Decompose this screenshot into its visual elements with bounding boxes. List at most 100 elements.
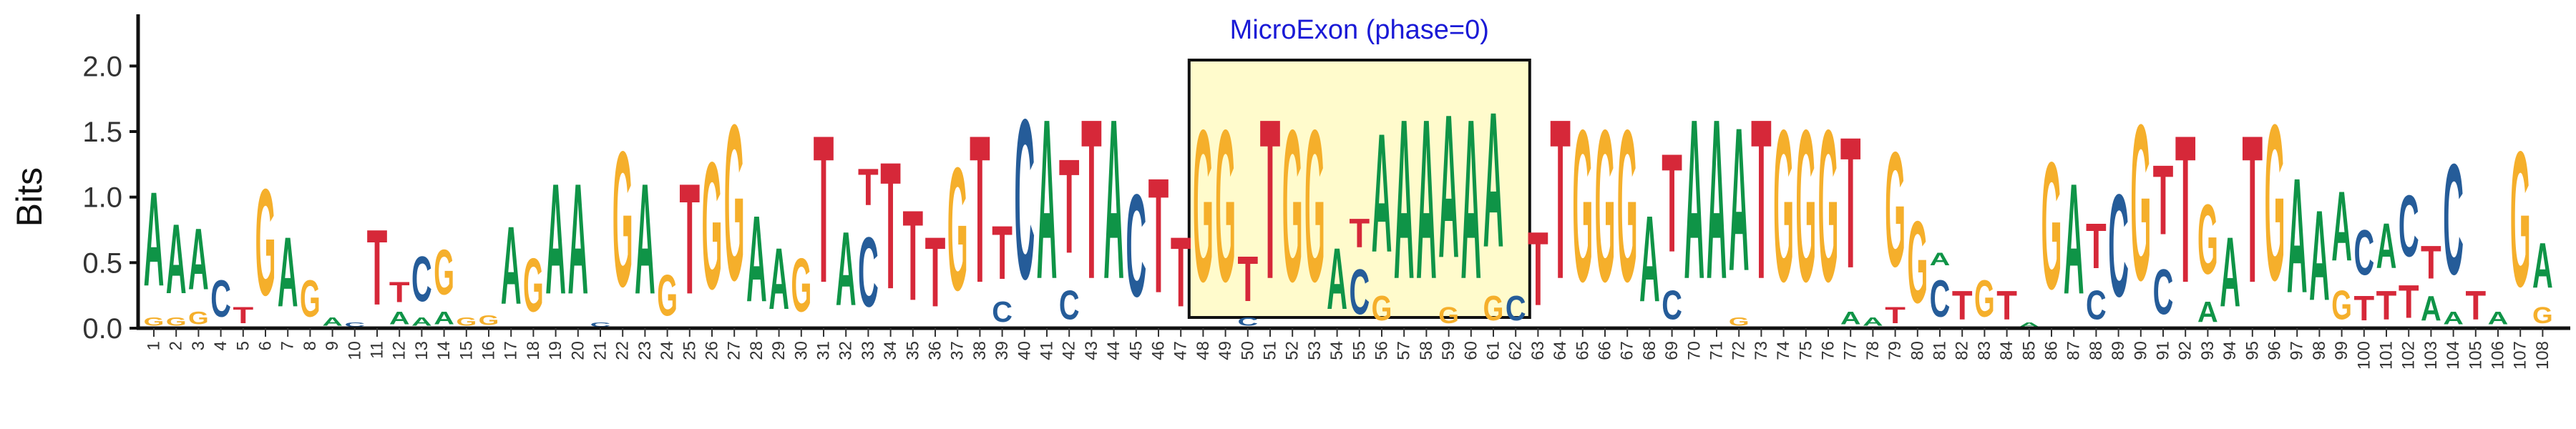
logo-letter-G: G bbox=[144, 315, 165, 328]
x-tick-label: 85 bbox=[2019, 341, 2039, 360]
logo-letter-A: A bbox=[2220, 216, 2240, 327]
logo-letter-T: T bbox=[1662, 126, 1682, 282]
x-tick-label: 104 bbox=[2444, 341, 2463, 370]
x-tick-label: 13 bbox=[412, 341, 431, 360]
logo-letter-G: G bbox=[947, 132, 968, 327]
x-tick-label: 93 bbox=[2198, 341, 2218, 360]
logo-letter-A: A bbox=[2532, 230, 2553, 302]
logo-letter-G: G bbox=[255, 158, 276, 327]
logo-letter-T: T bbox=[1059, 132, 1080, 282]
x-tick-label: 57 bbox=[1395, 341, 1414, 360]
logo-letter-A: A bbox=[567, 150, 588, 327]
x-tick-label: 72 bbox=[1729, 341, 1749, 360]
logo-letter-G: G bbox=[1595, 85, 1616, 327]
x-tick-label: 83 bbox=[1975, 341, 1994, 360]
x-tick-label: 107 bbox=[2511, 341, 2530, 370]
logo-letter-C: C bbox=[411, 242, 432, 315]
axes: 0.00.51.01.52.0 1 2 3 4 5 6 7 8 9 10 11 12 13 14 15 16 1… bbox=[9, 14, 2570, 370]
x-tick-label: 7 bbox=[278, 341, 298, 350]
logo-letter-A: A bbox=[1639, 191, 1660, 328]
x-tick-label: 27 bbox=[725, 341, 744, 360]
logo-letter-G: G bbox=[1483, 290, 1504, 328]
logo-letter-A: A bbox=[1863, 315, 1883, 328]
x-tick-label: 63 bbox=[1528, 341, 1548, 360]
x-tick-label: 103 bbox=[2421, 341, 2441, 370]
x-tick-label: 102 bbox=[2399, 341, 2419, 370]
x-tick-label: 90 bbox=[2131, 341, 2150, 360]
x-tick-label: 45 bbox=[1126, 341, 1146, 360]
logo-letter-G: G bbox=[2197, 184, 2218, 295]
logo-letter-A: A bbox=[1372, 99, 1392, 288]
x-tick-label: 17 bbox=[502, 341, 521, 360]
x-tick-label: 2 bbox=[167, 341, 186, 350]
x-tick-label: 60 bbox=[1461, 341, 1480, 360]
x-tick-label: 92 bbox=[2176, 341, 2195, 360]
logo-letter-A: A bbox=[1394, 72, 1415, 327]
logo-letter-C: C bbox=[210, 269, 231, 328]
logo-letter-A: A bbox=[1483, 72, 1504, 287]
x-tick-label: 65 bbox=[1573, 341, 1592, 360]
x-tick-label: 14 bbox=[434, 341, 454, 360]
x-tick-label: 9 bbox=[323, 341, 342, 350]
logo-letter-G: G bbox=[188, 309, 209, 328]
logo-letter-G: G bbox=[1617, 85, 1638, 327]
logo-letter-G: G bbox=[1193, 85, 1214, 327]
logo-letter-G: G bbox=[456, 315, 477, 328]
x-tick-label: 82 bbox=[1953, 341, 1972, 360]
logo-letter-A: A bbox=[2197, 295, 2218, 328]
x-tick-label: 70 bbox=[1684, 341, 1704, 360]
logo-letter-A: A bbox=[769, 230, 789, 328]
logo-letter-T: T bbox=[880, 124, 901, 327]
x-tick-label: 3 bbox=[189, 341, 208, 350]
x-tick-label: 71 bbox=[1707, 341, 1727, 360]
logo-letter-T: T bbox=[2153, 145, 2174, 256]
x-tick-label: 43 bbox=[1082, 341, 1101, 360]
logo-letter-T: T bbox=[1349, 211, 1370, 256]
x-tick-label: 10 bbox=[345, 341, 364, 360]
x-tick-label: 19 bbox=[546, 341, 565, 360]
x-tick-label: 40 bbox=[1015, 341, 1034, 360]
x-tick-label: 67 bbox=[1618, 341, 1637, 360]
x-tick-label: 24 bbox=[658, 341, 677, 360]
logo-letter-A: A bbox=[2443, 308, 2464, 328]
logo-letter-A: A bbox=[2421, 290, 2441, 328]
logo-letter-T: T bbox=[1550, 72, 1571, 327]
y-axis-ticks: 0.0 0.5 1.0 1.5 2.0 bbox=[82, 51, 138, 345]
x-tick-label: 108 bbox=[2533, 341, 2552, 370]
logo-letter-A: A bbox=[1327, 230, 1347, 328]
x-tick-label: 56 bbox=[1372, 341, 1392, 360]
logo-letter-A: A bbox=[1729, 86, 1750, 314]
x-tick-label: 54 bbox=[1327, 341, 1347, 360]
logo-letter-G: G bbox=[791, 242, 811, 327]
logo-letter-T: T bbox=[2465, 283, 2486, 328]
x-tick-label: 80 bbox=[1908, 341, 1927, 360]
x-tick-label: 52 bbox=[1283, 341, 1302, 360]
logo-letter-C: C bbox=[2443, 130, 2464, 307]
logo-letter-A: A bbox=[545, 150, 566, 327]
x-tick-label: 49 bbox=[1216, 341, 1235, 360]
x-tick-label: 15 bbox=[457, 341, 476, 360]
logo-letter-C: C bbox=[1059, 282, 1080, 328]
logo-letter-A: A bbox=[2376, 210, 2397, 282]
logo-letter-G: G bbox=[1773, 85, 1794, 327]
x-tick-label: 25 bbox=[680, 341, 699, 360]
logo-letter-A: A bbox=[434, 308, 454, 328]
logo-letter-C: C bbox=[858, 216, 879, 327]
logo-letter-T: T bbox=[2242, 91, 2263, 327]
x-tick-label: 66 bbox=[1596, 341, 1615, 360]
y-tick-label: 0.5 bbox=[82, 247, 122, 279]
logo-letter-A: A bbox=[1460, 72, 1481, 327]
logo-letter-T: T bbox=[1171, 217, 1191, 328]
logo-letter-A: A bbox=[2488, 308, 2509, 328]
x-tick-label: 44 bbox=[1104, 341, 1123, 360]
x-tick-label: 51 bbox=[1261, 341, 1280, 360]
logo-letter-G: G bbox=[1215, 85, 1236, 327]
x-axis-ticks: 1 2 3 4 5 6 7 8 9 10 11 12 13 14 15 16 17 18 19 20 21 22 23 24 2… bbox=[145, 328, 2552, 370]
logo-letter-G: G bbox=[2331, 282, 2352, 328]
logo-letter-A: A bbox=[1684, 72, 1704, 327]
logo-letter-C: C bbox=[1237, 315, 1258, 328]
x-tick-label: 53 bbox=[1305, 341, 1324, 360]
x-tick-label: 87 bbox=[2064, 341, 2084, 360]
microexon-highlight-box bbox=[1187, 59, 1531, 319]
x-tick-label: 22 bbox=[613, 341, 633, 360]
